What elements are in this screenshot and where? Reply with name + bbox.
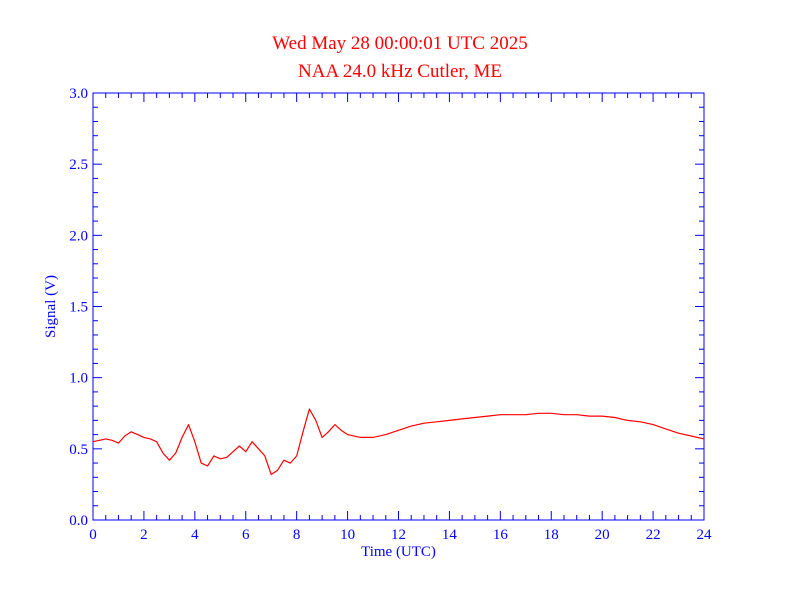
x-tick-label: 22 xyxy=(646,527,661,543)
x-tick-label: 2 xyxy=(140,527,148,543)
y-tick-label: 1.5 xyxy=(69,300,88,316)
y-tick-label: 0.0 xyxy=(69,513,88,529)
y-tick-label: 2.0 xyxy=(69,228,88,244)
x-tick-label: 20 xyxy=(595,527,610,543)
x-tick-label: 14 xyxy=(442,527,458,543)
x-tick-label: 24 xyxy=(697,527,713,543)
x-tick-label: 18 xyxy=(544,527,559,543)
x-tick-label: 10 xyxy=(340,527,355,543)
x-tick-label: 12 xyxy=(391,527,406,543)
y-tick-label: 1.0 xyxy=(69,371,88,387)
chart-title: Wed May 28 00:00:01 UTC 2025 xyxy=(272,33,528,54)
plot-frame xyxy=(92,92,705,521)
x-tick-label: 6 xyxy=(242,527,250,543)
signal-series-line xyxy=(92,408,705,476)
y-tick-label: 3.0 xyxy=(69,86,88,102)
x-axis-title: Time (UTC) xyxy=(361,544,436,560)
y-tick-label: 0.5 xyxy=(69,442,88,458)
y-axis-title: Signal (V) xyxy=(43,275,59,338)
x-tick-label: 8 xyxy=(293,527,301,543)
x-tick-label: 16 xyxy=(493,527,509,543)
y-tick-label: 2.5 xyxy=(69,157,88,173)
x-tick-label: 4 xyxy=(191,527,199,543)
chart-subtitle: NAA 24.0 kHz Cutler, ME xyxy=(298,61,502,82)
x-tick-label: 0 xyxy=(89,527,97,543)
